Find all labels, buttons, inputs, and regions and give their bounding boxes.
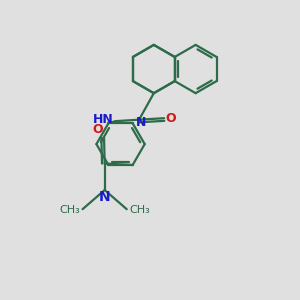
Text: N: N xyxy=(136,116,146,129)
Text: CH₃: CH₃ xyxy=(129,205,150,215)
Text: O: O xyxy=(92,123,103,136)
Text: HN: HN xyxy=(93,113,114,126)
Text: O: O xyxy=(166,112,176,125)
Text: CH₃: CH₃ xyxy=(59,205,80,215)
Text: N: N xyxy=(99,190,110,204)
